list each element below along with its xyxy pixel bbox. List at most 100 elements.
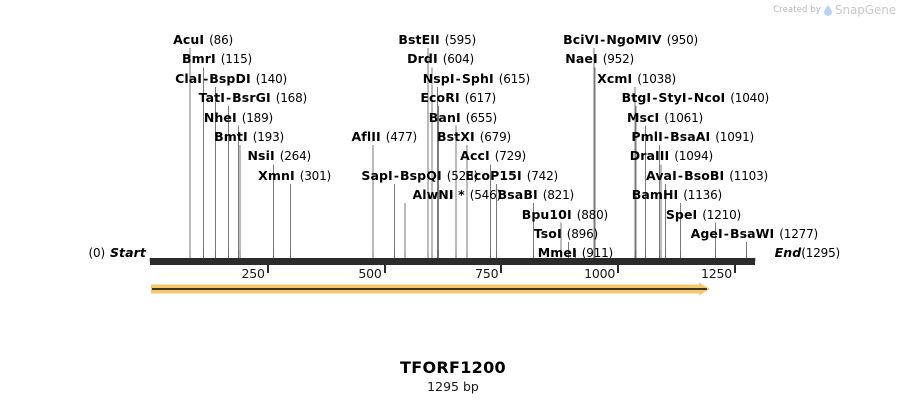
site-position: (1091) xyxy=(715,130,754,144)
enzyme-name[interactable]: AgeI xyxy=(690,226,723,241)
enzyme-site-label-bmri[interactable]: BmrI (115) xyxy=(182,52,252,66)
enzyme-name[interactable]: BsaAI xyxy=(670,129,711,144)
sequence-start-label[interactable]: (0) Start xyxy=(89,246,146,260)
enzyme-name[interactable]: BstXI xyxy=(436,129,475,144)
enzyme-name[interactable]: BspDI xyxy=(209,70,251,86)
enzyme-name[interactable]: AccI xyxy=(460,148,490,164)
site-position: (86) xyxy=(209,33,233,47)
enzyme-site-label-acci[interactable]: AccI (729) xyxy=(460,149,526,163)
enzyme-name[interactable]: BsoBI xyxy=(684,167,725,183)
site-position: (1094) xyxy=(674,149,713,164)
map-title-block: TFORF1200 1295 bp xyxy=(0,358,906,394)
site-position: (821) xyxy=(542,188,574,203)
enzyme-name[interactable]: NaeI xyxy=(565,51,598,67)
sequence-end-label[interactable]: End(1295) xyxy=(775,246,845,260)
enzyme-site-label-bmti[interactable]: BmtI (193) xyxy=(214,130,284,144)
enzyme-site-label-pmli-bsaai[interactable]: PmlI-BsaAI (1091) xyxy=(631,130,754,144)
enzyme-name[interactable]: AvaI xyxy=(645,167,677,183)
enzyme-site-label-aflii[interactable]: AflII (477) xyxy=(351,129,418,144)
enzyme-site-label-sapi-bspqi[interactable]: SapI-BspQI (523) xyxy=(361,169,478,183)
enzyme-name[interactable]: MscI xyxy=(626,109,660,125)
enzyme-name[interactable]: SapI xyxy=(361,167,393,183)
enzyme-site-label-acui[interactable]: AcuI (86) xyxy=(173,33,233,47)
enzyme-site-label-xmni[interactable]: XmnI (301) xyxy=(258,169,331,183)
enzyme-site-label-drdi[interactable]: DrdI (604) xyxy=(407,52,474,66)
site-position: (189) xyxy=(241,110,273,125)
enzyme-name[interactable]: StyI xyxy=(658,90,687,106)
ruler-tick-500 xyxy=(383,265,386,273)
enzyme-site-label-xcmi[interactable]: XcmI (1038) xyxy=(597,72,676,86)
ruler-label-250: 250 xyxy=(241,266,265,281)
enzyme-site-label-spei[interactable]: SpeI (1210) xyxy=(666,208,741,222)
enzyme-name[interactable]: XcmI xyxy=(597,70,633,86)
enzyme-site-label-bani[interactable]: BanI (655) xyxy=(429,111,497,125)
enzyme-name[interactable]: DraIII xyxy=(629,148,670,164)
enzyme-site-label-tati-bsrgi[interactable]: TatI-BsrGI (168) xyxy=(198,90,308,106)
site-position: (1277) xyxy=(779,227,818,241)
enzyme-name[interactable]: NgoMIV xyxy=(606,32,662,47)
orf-arrow[interactable] xyxy=(151,282,710,296)
enzyme-name[interactable]: NheI xyxy=(203,109,237,125)
enzyme-site-label-tsoi[interactable]: TsoI (896) xyxy=(534,227,598,241)
enzyme-site-label-alwni-[interactable]: AlwNI * (546) xyxy=(413,188,502,202)
enzyme-site-label-mmei[interactable]: MmeI (911) xyxy=(538,246,613,260)
sequence-line[interactable] xyxy=(150,258,755,265)
enzyme-site-label-bpu10i[interactable]: Bpu10I (880) xyxy=(521,206,609,222)
enzyme-site-label-btgi-styi-ncoi[interactable]: BtgI-StyI-NcoI (1040) xyxy=(621,90,770,106)
enzyme-name[interactable]: AlwNI * xyxy=(412,187,465,203)
enzyme-name[interactable]: MmeI xyxy=(537,245,577,261)
enzyme-site-label-draiii[interactable]: DraIII (1094) xyxy=(630,149,713,163)
enzyme-name[interactable]: NcoI xyxy=(693,90,726,106)
enzyme-name[interactable]: AflII xyxy=(351,129,381,144)
enzyme-name[interactable]: NspI xyxy=(422,70,455,86)
enzyme-name[interactable]: BanI xyxy=(428,109,461,125)
enzyme-name[interactable]: AcuI xyxy=(173,32,205,47)
enzyme-site-label-msci[interactable]: MscI (1061) xyxy=(627,111,703,125)
enzyme-name[interactable]: BstEII xyxy=(398,32,440,47)
enzyme-name[interactable]: PmlI xyxy=(631,129,663,144)
enzyme-name[interactable]: BsrGI xyxy=(232,90,271,106)
enzyme-name[interactable]: BspQI xyxy=(400,167,442,183)
ruler-label-500: 500 xyxy=(358,266,382,281)
enzyme-name[interactable]: EcoP15I xyxy=(465,167,522,183)
enzyme-site-label-clai-bspdi[interactable]: ClaI-BspDI (140) xyxy=(175,72,287,86)
enzyme-name-separator: - xyxy=(687,90,693,106)
site-position: (301) xyxy=(299,168,331,183)
enzyme-name[interactable]: BsaBI xyxy=(497,187,538,203)
site-position: (1040) xyxy=(730,91,769,106)
enzyme-site-label-nsii[interactable]: NsiI (264) xyxy=(247,149,311,163)
enzyme-name[interactable]: BciVI xyxy=(563,32,600,47)
enzyme-name[interactable]: BtgI xyxy=(621,90,652,106)
enzyme-name[interactable]: ClaI xyxy=(175,70,203,86)
enzyme-name[interactable]: BsaWI xyxy=(729,226,775,241)
enzyme-name[interactable]: BamHI xyxy=(631,187,679,203)
site-position: (1061) xyxy=(664,110,703,125)
enzyme-site-label-naei[interactable]: NaeI (952) xyxy=(565,52,634,66)
enzyme-site-label-bamhi[interactable]: BamHI (1136) xyxy=(631,187,723,203)
enzyme-site-label-agei-bsawi[interactable]: AgeI-BsaWI (1277) xyxy=(690,226,819,241)
enzyme-site-label-ecop15i[interactable]: EcoP15I (742) xyxy=(465,169,558,183)
enzyme-site-label-avai-bsobi[interactable]: AvaI-BsoBI (1103) xyxy=(646,169,768,183)
enzyme-name[interactable]: TatI xyxy=(198,90,225,106)
enzyme-site-label-bstxi[interactable]: BstXI (679) xyxy=(437,130,511,144)
enzyme-site-label-bsabi[interactable]: BsaBI (821) xyxy=(497,187,575,203)
site-position: (0) xyxy=(88,246,106,261)
enzyme-name[interactable]: BmrI xyxy=(181,51,216,67)
enzyme-name[interactable]: Bpu10I xyxy=(521,206,572,222)
enzyme-site-label-nspi-sphi[interactable]: NspI-SphI (615) xyxy=(423,72,530,86)
enzyme-site-label-bcivi-ngomiv[interactable]: BciVI-NgoMIV (950) xyxy=(563,33,698,47)
enzyme-name[interactable]: DrdI xyxy=(407,51,438,67)
enzyme-name[interactable]: BmtI xyxy=(214,129,248,144)
enzyme-name[interactable]: SphI xyxy=(461,70,494,86)
enzyme-name[interactable]: XmnI xyxy=(258,167,295,183)
enzyme-site-label-bsteii[interactable]: BstEII (595) xyxy=(398,33,476,47)
enzyme-name[interactable]: NsiI xyxy=(247,148,275,164)
enzyme-site-label-nhei[interactable]: NheI (189) xyxy=(204,111,273,125)
site-position: (615) xyxy=(498,71,530,86)
enzyme-site-label-ecori[interactable]: EcoRI (617) xyxy=(420,91,496,105)
sequence-length-label: 1295 bp xyxy=(427,379,479,394)
enzyme-name[interactable]: TsoI xyxy=(533,226,562,241)
enzyme-name-separator: - xyxy=(600,32,606,47)
enzyme-name[interactable]: EcoRI xyxy=(420,90,460,106)
enzyme-name[interactable]: SpeI xyxy=(665,206,698,222)
